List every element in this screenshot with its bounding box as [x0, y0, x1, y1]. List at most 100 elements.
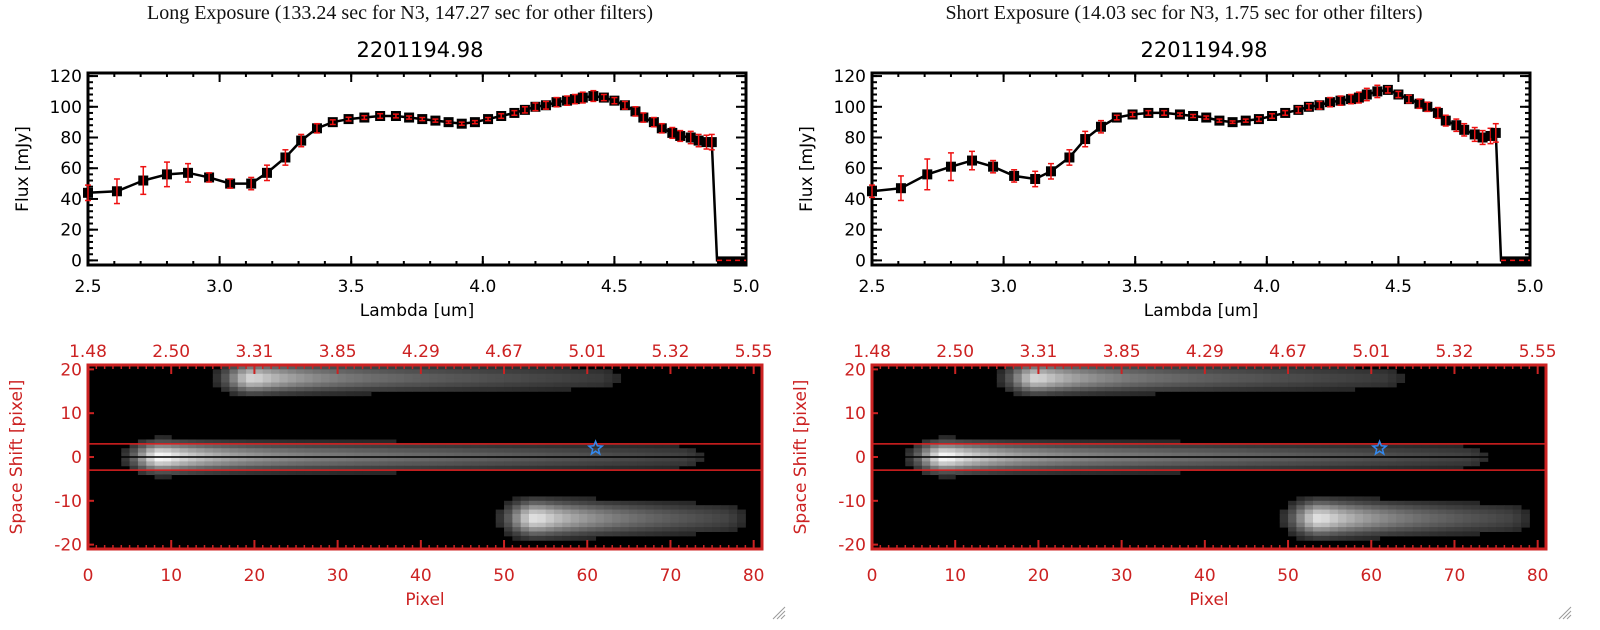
image-pixel [1512, 518, 1522, 524]
image-pixel [287, 457, 297, 462]
image-pixel [1213, 365, 1222, 370]
image-pixel [1313, 465, 1322, 471]
image-pixel [1429, 505, 1439, 511]
image-pixel [930, 443, 940, 449]
image-pixel [1204, 461, 1214, 467]
image-pixel [545, 513, 555, 519]
image-pixel [645, 448, 655, 454]
image-pixel [395, 369, 405, 375]
image-pixel [412, 448, 422, 454]
image-pixel [1021, 369, 1031, 375]
image-pixel [1154, 373, 1164, 379]
image-pixel [578, 443, 588, 449]
image-pixel [437, 386, 447, 392]
image-pixel [1354, 513, 1364, 519]
image-pixel [628, 522, 638, 528]
image-pixel [1462, 513, 1472, 519]
image-pixel [938, 457, 948, 462]
image-pixel [312, 452, 322, 458]
image-pixel [1129, 465, 1139, 471]
image-pixel [1113, 457, 1123, 462]
image-pixel [1146, 443, 1156, 449]
image-pixel [1221, 365, 1231, 370]
image-pixel [462, 452, 472, 458]
image-pixel [662, 452, 671, 458]
image-pixel [1063, 465, 1073, 471]
image-pixel [1038, 465, 1048, 471]
image-pixel [670, 465, 680, 471]
image-pixel [612, 457, 622, 462]
image-pixel [603, 378, 613, 384]
image-pixel [1296, 386, 1306, 392]
image-pixel [504, 373, 513, 379]
image-pixel [1229, 448, 1239, 454]
image-pixel [237, 382, 247, 388]
image-pixel [1179, 365, 1189, 370]
image-pixel [1138, 457, 1148, 462]
image-pixel [345, 448, 355, 454]
image-pixel [1337, 443, 1347, 449]
image-pixel [495, 465, 505, 471]
image-pixel [470, 461, 480, 467]
x-tick-label: 5.0 [1516, 277, 1543, 297]
image-pixel [1396, 378, 1406, 384]
image-pixel [379, 461, 389, 467]
image-pixel [1404, 448, 1414, 454]
image-pixel [1071, 386, 1081, 392]
image-pixel [1346, 461, 1356, 467]
image-pixel [1471, 457, 1480, 462]
image-pixel [1138, 439, 1148, 445]
image-pixel [587, 369, 597, 375]
image-pixel [1313, 452, 1322, 458]
image-pixel [279, 382, 289, 388]
image-pixel [1304, 448, 1314, 454]
image-pixel [1104, 365, 1114, 370]
image-pixel [1362, 461, 1372, 467]
image-pixel [1362, 443, 1372, 449]
image-pixel [429, 365, 438, 370]
image-pixel [204, 457, 214, 462]
image-pixel [320, 470, 330, 476]
image-pixel [1288, 382, 1297, 388]
image-pixel [955, 443, 965, 449]
panel-resize-grip-icon[interactable] [770, 604, 786, 620]
image-pixel [1063, 443, 1073, 449]
image-pixel [1038, 382, 1048, 388]
image-pixel [287, 452, 297, 458]
image-pixel [1096, 378, 1106, 384]
image-pixel [1421, 443, 1431, 449]
image-pixel [1163, 452, 1173, 458]
image-pixel [1246, 373, 1256, 379]
image-pixel [1171, 457, 1181, 462]
image-pixel [612, 505, 622, 511]
image-pixel [637, 513, 647, 519]
image-pixel [271, 391, 280, 397]
image-pixel [1263, 465, 1272, 471]
image-pixel [1238, 365, 1247, 370]
image-pixel [553, 365, 563, 370]
image-pixel [504, 365, 513, 370]
image-pixel [1271, 369, 1281, 375]
image-pixel [529, 531, 538, 537]
image-pixel [304, 386, 314, 392]
image-pixel [1129, 461, 1139, 467]
image-pixel [512, 505, 522, 511]
image-pixel [420, 386, 430, 392]
image-pixel [955, 448, 965, 454]
image-pixel [1479, 522, 1489, 528]
image-pixel [470, 378, 480, 384]
image-pixel [1179, 386, 1189, 392]
image-pixel [1188, 386, 1198, 392]
image-pixel [1238, 448, 1247, 454]
image-pixel [1296, 527, 1306, 532]
image-pixel [562, 522, 572, 528]
image-pixel [520, 518, 530, 524]
image-pixel [537, 386, 547, 392]
image-pixel [395, 452, 405, 458]
image-pixel [287, 365, 297, 370]
image-pixel [429, 457, 438, 462]
image-pixel [520, 457, 530, 462]
image-pixel [495, 522, 505, 528]
image-pixel [362, 378, 372, 384]
window-resize-grip-icon[interactable] [1556, 604, 1572, 620]
